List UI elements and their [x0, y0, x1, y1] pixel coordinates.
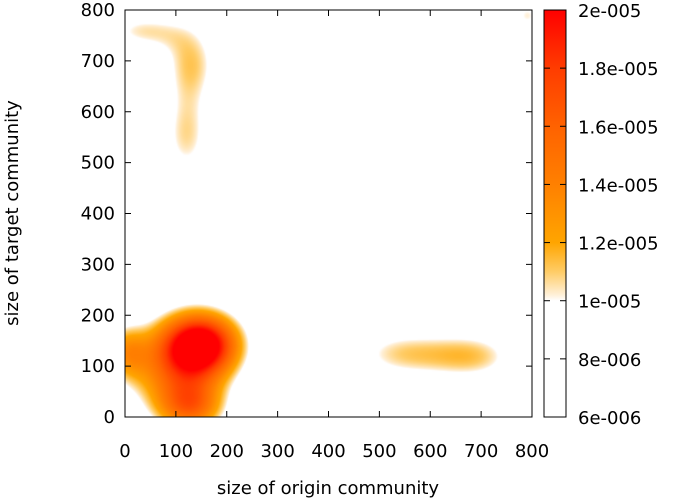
colorbar-gradient — [544, 10, 566, 417]
x-tick-label: 500 — [362, 441, 396, 462]
x-tick-label: 100 — [159, 441, 193, 462]
y-tick-label: 800 — [81, 0, 115, 21]
y-tick-label: 0 — [104, 407, 115, 428]
axes: 0 100 200 300 400 500 600 700 800 0 100 200 300 400 50… — [81, 0, 550, 462]
y-axis-title: size of target community — [2, 100, 23, 326]
x-tick-label: 400 — [311, 441, 345, 462]
x-tick-label: 700 — [464, 441, 498, 462]
y-tick-label: 300 — [81, 254, 115, 275]
x-tick-label: 0 — [119, 441, 130, 462]
colorbar-tick-label: 2e-005 — [578, 1, 641, 22]
y-tick-label: 200 — [81, 305, 115, 326]
x-tick-label: 600 — [413, 441, 447, 462]
heatmap-raster — [125, 10, 532, 417]
colorbar-tick-label: 1.6e-005 — [578, 117, 659, 138]
colorbar-tick-label: 1e-005 — [578, 292, 641, 313]
plot-area — [125, 10, 532, 417]
y-tick-label: 600 — [81, 102, 115, 123]
x-tick-label: 300 — [260, 441, 294, 462]
colorbar-tick-label: 1.2e-005 — [578, 234, 659, 255]
y-tick-label: 500 — [81, 153, 115, 174]
x-tick-label: 800 — [515, 441, 549, 462]
x-axis-title: size of origin community — [217, 478, 440, 498]
colorbar-frame — [543, 9, 567, 418]
colorbar-tick-label: 6e-006 — [578, 408, 641, 429]
x-tick-label: 200 — [210, 441, 244, 462]
y-tick-label: 700 — [81, 51, 115, 72]
y-tick-label: 100 — [81, 356, 115, 377]
colorbar-tick-label: 1.8e-005 — [578, 59, 659, 80]
colorbar-tick-label: 1.4e-005 — [578, 175, 659, 196]
colorbar: 6e-006 8e-006 1e-005 1.2e-005 1.4e-005 1.6e-0… — [543, 1, 659, 429]
colorbar-tick-label: 8e-006 — [578, 350, 641, 371]
y-tick-label: 400 — [81, 204, 115, 225]
